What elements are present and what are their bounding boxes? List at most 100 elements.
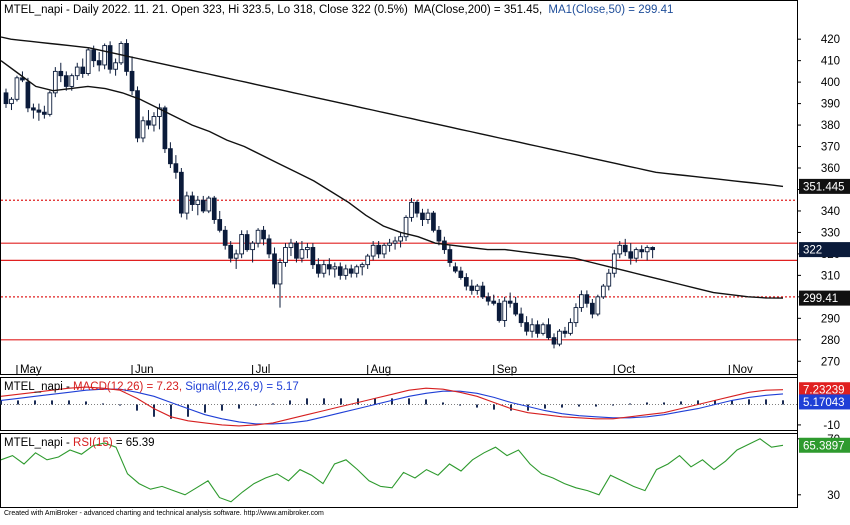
candle-body-59 bbox=[326, 264, 332, 270]
candle-body-58 bbox=[321, 264, 327, 274]
candle-body-28 bbox=[157, 107, 162, 117]
month-x-axis: May Jun Jul Aug Sep Oct Nov bbox=[16, 364, 753, 376]
macd-panel-title: MTEL_napi - MACD(12,26) = 7.23, Signal(1… bbox=[4, 381, 299, 393]
candle-body-93 bbox=[513, 302, 518, 315]
rsi-title-name: RSI(15) bbox=[73, 437, 113, 449]
candle-body-52 bbox=[288, 242, 294, 248]
rsi-tick-30: 30 bbox=[827, 490, 840, 502]
ma50-value-tag-bg bbox=[799, 290, 850, 306]
candle-body-0 bbox=[3, 92, 9, 105]
candle-body-65 bbox=[359, 264, 365, 268]
ma50-value-tag: 299.41 bbox=[803, 293, 838, 305]
price-axis-tags: 351.445 322 299.41 bbox=[799, 178, 850, 306]
candle-body-69 bbox=[381, 244, 387, 255]
candle-body-18 bbox=[102, 45, 107, 66]
macd-value-tag-bg bbox=[799, 382, 850, 398]
candle-body-25 bbox=[140, 120, 146, 139]
candle-body-17 bbox=[96, 60, 102, 66]
price-tick-370: 370 bbox=[821, 142, 840, 154]
candle-body-50 bbox=[277, 262, 283, 285]
candle-body-35 bbox=[195, 199, 201, 205]
candle-body-57 bbox=[316, 264, 321, 274]
candle-body-23 bbox=[129, 70, 135, 92]
candle-body-77 bbox=[425, 212, 431, 220]
candle-body-1 bbox=[9, 98, 14, 105]
candle-body-116 bbox=[639, 249, 645, 253]
candle-body-7 bbox=[42, 111, 47, 115]
month-label-Aug: Aug bbox=[371, 364, 391, 376]
candle-body-26 bbox=[146, 120, 151, 126]
ma50-line bbox=[0, 60, 784, 299]
candle-body-43 bbox=[239, 234, 244, 255]
candle-body-14 bbox=[80, 66, 86, 74]
month-label-Jun: Jun bbox=[135, 364, 154, 376]
candle-body-36 bbox=[200, 199, 206, 212]
candle-body-41 bbox=[228, 244, 234, 259]
candle-body-115 bbox=[633, 249, 639, 259]
candle-body-12 bbox=[69, 75, 75, 87]
candle-body-45 bbox=[250, 242, 255, 251]
candle-body-6 bbox=[36, 109, 42, 113]
ma200-title: MA(Close,200) = 351.45, bbox=[414, 4, 542, 16]
candle-body-89 bbox=[491, 300, 497, 304]
amibroker-credit: Created with AmiBroker - advanced charti… bbox=[4, 510, 324, 517]
rsi-plot bbox=[0, 438, 784, 503]
price-tick-310: 310 bbox=[821, 270, 840, 282]
signal-value-tag: 5.17043 bbox=[803, 397, 845, 409]
candle-body-27 bbox=[151, 116, 157, 126]
candle-body-82 bbox=[453, 266, 458, 272]
candle-body-87 bbox=[480, 285, 486, 298]
candle-body-86 bbox=[474, 285, 480, 291]
candle-body-13 bbox=[74, 66, 80, 77]
candle-body-22 bbox=[124, 43, 129, 72]
price-panel-title: MTEL_napi - Daily 2022. 11. 21. Open 323… bbox=[4, 4, 673, 16]
candle-body-103 bbox=[568, 322, 573, 334]
candle-body-61 bbox=[337, 266, 343, 276]
candle-body-67 bbox=[370, 244, 376, 257]
candle-body-53 bbox=[294, 242, 299, 259]
ma200-line bbox=[0, 36, 784, 188]
moving-averages bbox=[0, 36, 784, 299]
candle-body-98 bbox=[540, 324, 546, 334]
candle-body-40 bbox=[222, 229, 228, 246]
signal-value-tag-bg bbox=[799, 394, 850, 410]
rsi-value-tag: 65.3897 bbox=[803, 440, 845, 452]
macd-symbol: MTEL_napi bbox=[4, 381, 63, 393]
candle-body-15 bbox=[85, 49, 91, 74]
candle-body-49 bbox=[272, 253, 277, 285]
price-tick-390: 390 bbox=[821, 99, 840, 111]
price-title-main: MTEL_napi - Daily 2022. 11. 21. Open 323… bbox=[4, 4, 408, 16]
candle-body-11 bbox=[63, 75, 69, 87]
candle-body-71 bbox=[392, 240, 398, 244]
macd-line bbox=[0, 386, 784, 427]
candle-body-109 bbox=[600, 285, 606, 298]
candle-body-70 bbox=[387, 242, 392, 246]
price-tick-410: 410 bbox=[821, 56, 840, 68]
candle-body-88 bbox=[485, 296, 491, 302]
macd-plot bbox=[0, 386, 797, 427]
price-tick-360: 360 bbox=[821, 163, 840, 175]
ma200-value-tag-bg bbox=[799, 178, 850, 194]
candle-body-108 bbox=[595, 296, 601, 315]
candle-body-30 bbox=[168, 148, 173, 165]
price-tick-420: 420 bbox=[821, 34, 840, 46]
month-label-Jul: Jul bbox=[256, 364, 271, 376]
candle-body-113 bbox=[622, 244, 628, 253]
macd-title-macd: MACD(12,26) = 7.23, bbox=[73, 381, 182, 393]
rsi-panel-title: MTEL_napi - RSI(15) = 65.39 bbox=[4, 437, 155, 449]
candle-body-54 bbox=[299, 249, 305, 259]
candle-body-101 bbox=[557, 330, 562, 345]
candle-body-4 bbox=[25, 81, 31, 109]
macd-title-signal: Signal(12,26,9) = 5.17 bbox=[182, 381, 299, 393]
candle-body-91 bbox=[502, 300, 508, 321]
candle-body-44 bbox=[244, 234, 250, 251]
macd-tick--10: -10 bbox=[823, 420, 840, 432]
candle-body-34 bbox=[189, 195, 195, 205]
price-tick-380: 380 bbox=[821, 120, 840, 132]
candle-body-68 bbox=[376, 244, 381, 255]
candle-body-46 bbox=[255, 229, 261, 244]
candle-body-105 bbox=[579, 294, 584, 309]
candle-body-55 bbox=[305, 247, 310, 251]
